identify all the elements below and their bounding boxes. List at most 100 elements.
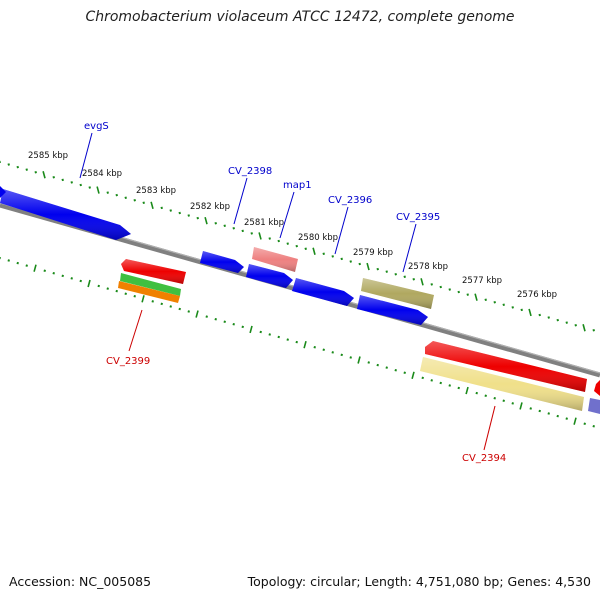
outer-scale-minor-tick bbox=[403, 275, 406, 279]
outer-scale-minor-tick bbox=[484, 298, 487, 301]
inner-scale-minor-tick bbox=[7, 259, 10, 262]
inner-scale-minor-tick bbox=[268, 333, 271, 336]
outer-scale-minor-tick bbox=[16, 165, 19, 169]
inner-scale-major-tick bbox=[249, 325, 253, 334]
outer-scale-minor-tick bbox=[574, 323, 577, 327]
inner-scale-minor-tick bbox=[124, 292, 127, 295]
gene-label-CV-2395[interactable]: CV_2395 bbox=[396, 212, 440, 223]
leader-CV-2399 bbox=[128, 309, 143, 352]
inner-scale-major-tick bbox=[465, 386, 469, 395]
inner-scale-minor-tick bbox=[538, 409, 541, 413]
accession-text: Accession: NC_005085 bbox=[9, 574, 152, 589]
outer-scale-major-tick bbox=[420, 278, 424, 286]
inner-scale-minor-tick bbox=[556, 414, 559, 418]
inner-scale-minor-tick bbox=[385, 366, 388, 369]
outer-scale-major-tick bbox=[582, 324, 586, 332]
outer-scale-minor-tick bbox=[133, 198, 136, 202]
inner-scale-minor-tick bbox=[259, 330, 262, 334]
inner-scale-minor-tick bbox=[322, 348, 325, 352]
outer-scale-minor-tick bbox=[304, 247, 307, 250]
gene-label-CV-2398[interactable]: CV_2398 bbox=[228, 166, 272, 177]
outer-scale-minor-tick bbox=[214, 221, 217, 225]
leader-CV-2396 bbox=[334, 206, 349, 255]
inner-scale-minor-tick bbox=[115, 289, 118, 293]
inner-scale-minor-tick bbox=[367, 361, 370, 364]
inner-scale-major-tick bbox=[195, 310, 199, 318]
outer-scale-minor-tick bbox=[493, 300, 496, 304]
gene-label-CV-2394[interactable]: CV_2394 bbox=[462, 453, 506, 464]
outer-scale-minor-tick bbox=[448, 288, 451, 291]
inner-scale-major-tick bbox=[357, 356, 361, 364]
inner-scale-major-tick bbox=[573, 417, 577, 425]
gene-CV-2397[interactable] bbox=[246, 264, 293, 288]
tick-label-2583: 2583 kbp bbox=[136, 186, 176, 196]
inner-scale-minor-tick bbox=[529, 407, 532, 410]
outer-scale-minor-tick bbox=[376, 267, 379, 271]
inner-scale-minor-tick bbox=[421, 376, 424, 380]
gene-label-map1[interactable]: map1 bbox=[283, 180, 312, 191]
gene-CV-2395-pseudo[interactable] bbox=[361, 278, 434, 309]
inner-scale-minor-tick bbox=[106, 287, 109, 290]
outer-scale-major-tick bbox=[258, 232, 262, 240]
outer-scale-minor-tick bbox=[70, 181, 73, 184]
gene-map1[interactable] bbox=[252, 247, 298, 272]
tick-label-2577: 2577 kbp bbox=[462, 276, 502, 286]
gene-evgS[interactable] bbox=[0, 189, 131, 240]
gene-CV-2399[interactable] bbox=[121, 259, 186, 284]
tick-label-2584: 2584 kbp bbox=[82, 169, 122, 179]
outer-scale-minor-tick bbox=[241, 229, 244, 233]
inner-scale-minor-tick bbox=[151, 300, 154, 303]
gene-right-edge-red[interactable] bbox=[594, 380, 600, 396]
inner-scale-minor-tick bbox=[16, 261, 19, 265]
inner-scale-minor-tick bbox=[286, 338, 289, 341]
inner-scale-minor-tick bbox=[214, 317, 217, 321]
outer-scale-minor-tick bbox=[430, 283, 433, 286]
gene-label-evgS[interactable]: evgS bbox=[84, 121, 109, 132]
inner-scale-minor-tick bbox=[169, 305, 172, 308]
gene-CV-2394[interactable] bbox=[425, 341, 587, 392]
gene-label-CV-2396[interactable]: CV_2396 bbox=[328, 195, 372, 206]
inner-scale-minor-tick bbox=[565, 417, 568, 420]
inner-scale-minor-tick bbox=[52, 272, 55, 275]
leader-CV-2398 bbox=[233, 177, 248, 225]
inner-scale-minor-tick bbox=[70, 277, 73, 280]
inner-scale-minor-tick bbox=[448, 384, 451, 387]
outer-scale-minor-tick bbox=[340, 257, 343, 261]
inner-scale-minor-tick bbox=[592, 425, 595, 428]
inner-scale-minor-tick bbox=[583, 422, 586, 426]
outer-scale-minor-tick bbox=[295, 244, 298, 248]
outer-scale-ticks bbox=[0, 160, 595, 332]
outer-scale-minor-tick bbox=[25, 168, 28, 171]
inner-scale-minor-tick bbox=[205, 315, 208, 318]
tick-label-2585: 2585 kbp bbox=[28, 151, 68, 161]
outer-scale-minor-tick bbox=[223, 224, 226, 228]
outer-scale-minor-tick bbox=[439, 285, 442, 289]
gene-CV-2394-yellow[interactable] bbox=[420, 357, 584, 411]
outer-scale-minor-tick bbox=[34, 170, 37, 174]
inner-scale-minor-tick bbox=[97, 284, 100, 288]
outer-scale-minor-tick bbox=[142, 201, 145, 205]
gene-CV-2398[interactable] bbox=[200, 251, 244, 273]
gene-label-CV-2399[interactable]: CV_2399 bbox=[106, 356, 150, 367]
outer-scale-minor-tick bbox=[394, 272, 397, 276]
gene-forward-edge[interactable] bbox=[0, 186, 6, 198]
leader-evgS bbox=[79, 132, 93, 179]
outer-scale-major-tick bbox=[96, 186, 100, 194]
inner-scale-minor-tick bbox=[340, 353, 343, 357]
inner-scale-minor-tick bbox=[331, 351, 334, 354]
gene-right-edge-purple[interactable] bbox=[588, 398, 600, 414]
outer-scale-minor-tick bbox=[196, 216, 199, 220]
inner-scale-minor-tick bbox=[223, 320, 226, 324]
outer-scale-minor-tick bbox=[250, 232, 253, 235]
outer-scale-minor-tick bbox=[187, 214, 190, 217]
inner-scale-minor-tick bbox=[277, 335, 280, 339]
gene-CV-2395[interactable] bbox=[357, 295, 428, 325]
gene-CV-2399-orange[interactable] bbox=[118, 281, 180, 303]
gene-CV-2396[interactable] bbox=[292, 278, 354, 306]
inner-scale-minor-tick bbox=[403, 371, 406, 375]
inner-scale-minor-tick bbox=[61, 274, 64, 278]
outer-scale-minor-tick bbox=[547, 316, 550, 319]
gene-CV-2399-green[interactable] bbox=[120, 273, 181, 296]
inner-scale-minor-tick bbox=[160, 302, 163, 306]
